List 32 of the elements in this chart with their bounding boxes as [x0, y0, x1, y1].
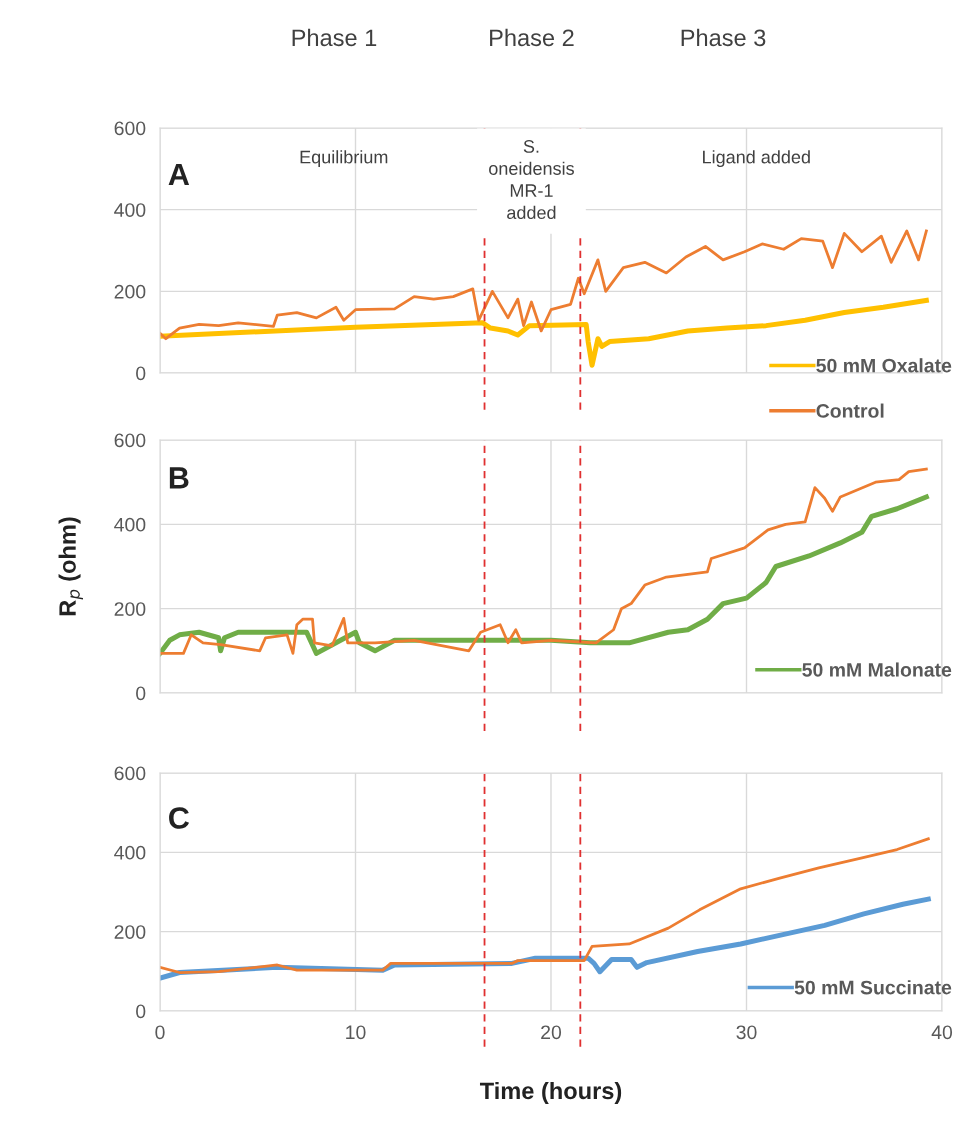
annotation: A: [168, 163, 190, 185]
y-tick-label: 600: [114, 433, 146, 448]
x-tick-label: 30: [736, 1025, 757, 1040]
legend-label: Control: [816, 403, 884, 418]
annotation: Ligand added: [703, 150, 810, 168]
text: Phase 2: [490, 28, 574, 47]
annotation: B: [169, 467, 189, 489]
y-tick-label: 600: [114, 766, 146, 781]
y-tick-label: 600: [114, 121, 146, 136]
legend-label: 50 mM Oxalate: [816, 358, 952, 373]
annotation: C: [169, 807, 190, 829]
y-axis-title: R$_{p}$ (ohm): [58, 517, 83, 616]
y-tick-label: 200: [114, 284, 146, 299]
x-tick-label: 20: [541, 1025, 562, 1040]
y-tick-label: 400: [114, 845, 146, 860]
x-tick-label: 0: [155, 1025, 165, 1040]
annotation: Equilibrium: [300, 150, 388, 168]
x-tick-label: 10: [346, 1025, 366, 1040]
annotation: S. oneidensis MR-1 added: [489, 140, 574, 220]
text: Phase 3: [681, 28, 766, 47]
y-tick-label: 0: [136, 686, 146, 701]
y-tick-label: 200: [114, 925, 146, 939]
text: Phase 1: [292, 28, 377, 47]
x-axis-title: Time (hours): [479, 1081, 622, 1104]
y-tick-label: 0: [136, 366, 146, 381]
legend-label: 50 mM Malonate: [802, 662, 952, 677]
legend-label: 50 mM Succinate: [794, 980, 952, 995]
y-tick-label: 400: [114, 517, 146, 532]
x-tick-label: 40: [931, 1025, 953, 1040]
y-tick-label: 0: [136, 1004, 146, 1019]
y-tick-label: 200: [114, 602, 146, 616]
y-tick-label: 400: [114, 203, 146, 217]
